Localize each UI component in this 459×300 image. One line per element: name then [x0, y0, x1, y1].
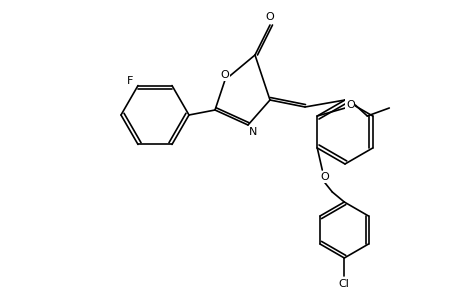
- Text: O: O: [220, 70, 229, 80]
- Text: O: O: [345, 100, 354, 110]
- Text: N: N: [248, 127, 257, 137]
- Text: O: O: [265, 12, 274, 22]
- Text: F: F: [127, 76, 133, 85]
- Text: O: O: [319, 172, 328, 182]
- Text: Cl: Cl: [338, 279, 349, 289]
